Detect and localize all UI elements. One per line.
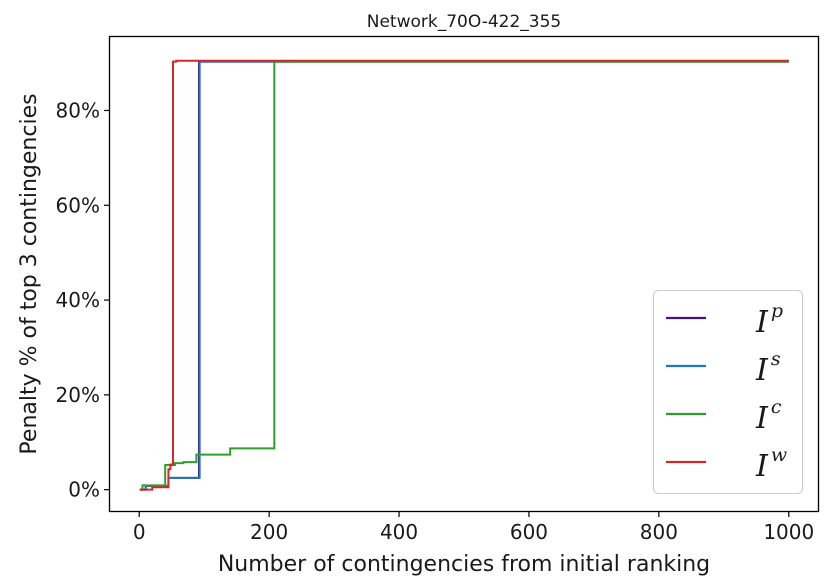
legend-box [653, 290, 803, 494]
y-tick-label: 80% [56, 98, 100, 122]
legend-superscript: p [771, 300, 783, 322]
x-tick-label: 400 [380, 520, 418, 544]
x-tick-label: 800 [640, 520, 678, 544]
y-tick-label: 20% [56, 383, 100, 407]
x-axis-ticks: 0 200 400 600 800 1000 [133, 511, 814, 544]
x-tick-label: 200 [250, 520, 288, 544]
y-tick-label: 60% [56, 193, 100, 217]
y-tick-label: 40% [56, 288, 100, 312]
series-line-c [139, 60, 789, 491]
x-axis-label: Number of contingencies from initial ran… [218, 552, 710, 577]
series-line-w [139, 59, 789, 491]
legend-superscript: w [771, 444, 787, 466]
x-tick-label: 0 [133, 520, 146, 544]
plot-frame [108, 35, 820, 513]
chart-title: Network_70O-422_355 [367, 12, 562, 32]
y-axis-ticks: 0% 20% 40% 60% 80% [56, 98, 110, 502]
x-tick-label: 600 [510, 520, 548, 544]
y-tick-label: 0% [68, 478, 100, 502]
legend-superscript: c [771, 396, 782, 418]
x-tick-label: 1000 [763, 520, 814, 544]
legend-superscript: s [771, 348, 781, 370]
plot-lines [139, 59, 789, 491]
y-axis-label: Penalty % of top 3 contingencies [17, 93, 42, 454]
